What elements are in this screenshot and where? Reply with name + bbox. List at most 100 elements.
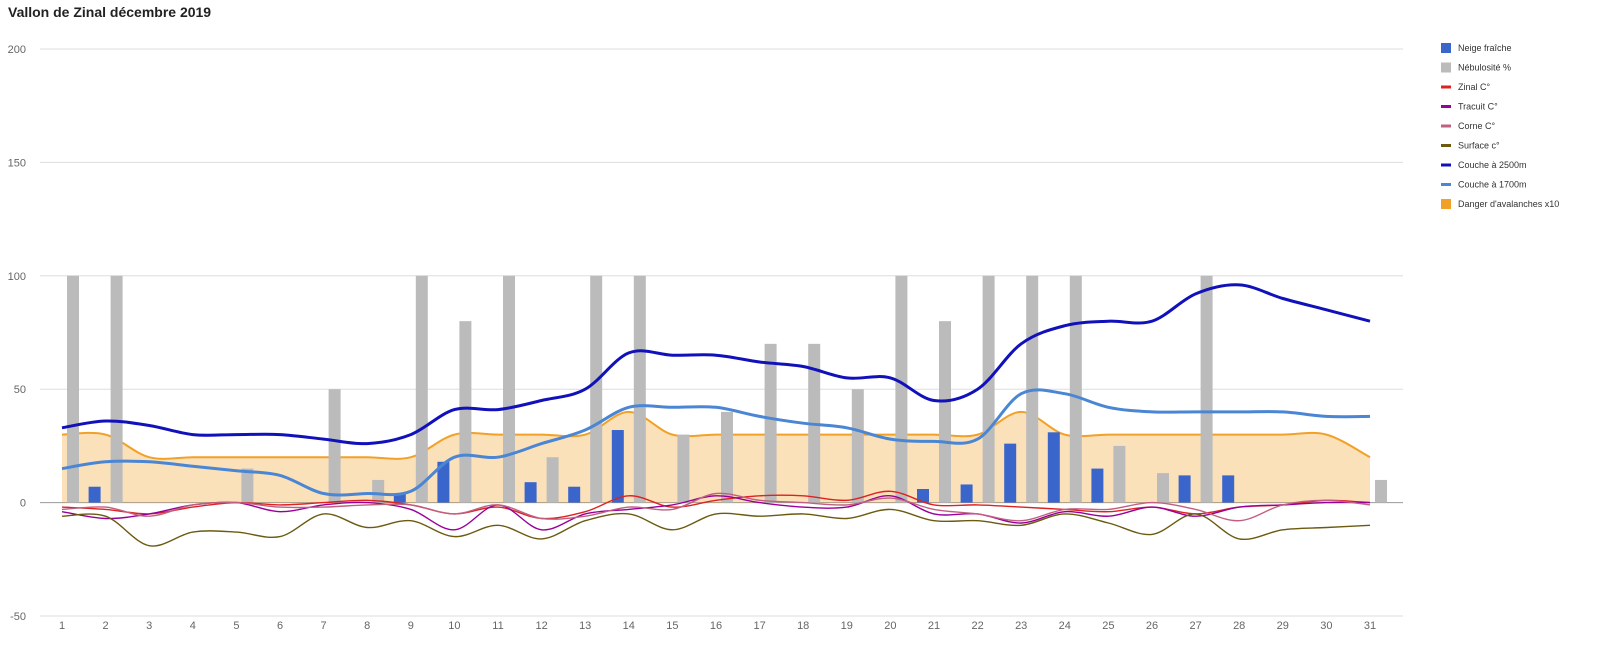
nebulosite-bar [546,457,559,503]
nebulosite-bar [1157,473,1169,503]
x-tick-label: 1 [59,620,65,632]
nebulosite-bar [633,275,646,503]
x-tick-label: 29 [1277,620,1289,632]
nebulosite-bar [67,275,79,503]
neige-fraiche-bar [917,488,929,503]
neige-fraiche-bar [524,482,537,503]
nebulosite-bar [1113,445,1126,503]
x-tick-label: 9 [408,620,414,632]
legend-swatch [1441,43,1451,53]
legend-item-couche-a-2500m[interactable]: Couche à 2500m [1441,160,1527,170]
x-tick-label: 18 [797,620,809,632]
nebulosite-bar [110,275,123,503]
nebulosite-bar [677,434,690,503]
x-tick-label: 11 [492,620,503,632]
neige-fraiche-bar [611,430,624,503]
nebulosite-bar [1375,479,1387,503]
y-tick-label: 100 [8,271,26,283]
x-tick-label: 8 [364,620,370,632]
legend-label: Surface c° [1458,141,1500,151]
neige-fraiche-bar [1222,475,1235,503]
line-layer [61,283,1371,547]
legend-swatch [1441,62,1451,73]
legend-label: Danger d'avalanches x10 [1458,199,1559,209]
y-tick-label: 0 [20,498,26,510]
legend-label: Tracuit C° [1458,102,1498,112]
x-tick-label: 2 [103,620,109,632]
nebulosite-bar [851,389,864,503]
x-tick-label: 31 [1364,620,1376,632]
x-tick-label: 4 [190,620,196,632]
x-tick-label: 22 [971,620,983,632]
neige-fraiche-bar [960,484,973,503]
legend-item-zinal-c[interactable]: Zinal C° [1441,82,1491,92]
legend-swatch [1441,183,1451,186]
nebulosite-bar [241,468,254,503]
legend-item-nebulosite[interactable]: Nébulosité % [1441,62,1511,73]
y-tick-label: 200 [8,44,26,56]
danger-d-avalanches-x10-area-line [61,410,1371,460]
legend-label: Corne C° [1458,121,1496,131]
x-tick-label: 16 [710,620,722,632]
bar-layer [67,275,1387,503]
legend-swatch [1441,163,1451,167]
nebulosite-bar [503,275,515,503]
x-tick-label: 21 [928,620,940,632]
neige-fraiche-bar [1091,468,1104,503]
neige-fraiche-bar [1004,443,1017,503]
nebulosite-bar [590,275,603,503]
legend-label: Neige fraîche [1458,43,1512,53]
legend-item-surface-c[interactable]: Surface c° [1441,141,1500,151]
legend-item-tracuit-c[interactable]: Tracuit C° [1441,102,1498,112]
tracuit-c-line [61,495,1371,531]
nebulosite-bar [982,275,995,503]
corne-c-line [61,492,1371,522]
x-tick-label: 26 [1146,620,1158,632]
neige-fraiche-bar [1178,475,1191,503]
nebulosite-bar [1069,275,1082,503]
x-tick-label: 17 [753,620,765,632]
legend-item-danger-d-avalanches-x10[interactable]: Danger d'avalanches x10 [1441,199,1559,209]
legend-item-corne-c[interactable]: Corne C° [1441,121,1496,131]
x-tick-label: 14 [623,620,635,632]
y-tick-label: 50 [14,384,26,396]
legend-item-neige-fraiche[interactable]: Neige fraîche [1441,43,1512,53]
legend-swatch [1441,199,1451,209]
x-tick-label: 24 [1059,620,1071,632]
legend-label: Couche à 2500m [1458,160,1527,170]
nebulosite-bar [415,275,428,503]
x-tick-label: 6 [277,620,283,632]
nebulosite-bar [764,343,777,503]
neige-fraiche-bar [88,486,101,503]
nebulosite-bar [895,275,908,503]
legend-label: Nébulosité % [1458,63,1511,73]
y-tick-label: -50 [10,611,26,623]
nebulosite-bar [459,321,472,503]
legend-item-couche-a-1700m[interactable]: Couche à 1700m [1441,180,1527,190]
x-tick-label: 25 [1102,620,1114,632]
legend: Neige fraîche Nébulosité % Zinal C° Tracuit… [1441,43,1559,209]
nebulosite-bar [721,411,733,503]
danger-d-avalanches-x10-area-fill [62,411,1370,503]
x-tick-label: 13 [579,620,591,632]
x-tick-label: 3 [146,620,152,632]
x-tick-label: 12 [535,620,547,632]
grid-layer [40,48,1403,617]
neige-fraiche-bar [1047,432,1060,503]
nebulosite-bar [328,389,341,503]
couche-a-2500m-line [61,283,1371,446]
x-tick-label: 19 [841,620,853,632]
nebulosite-bar [939,321,951,503]
nebulosite-bar [1200,275,1213,503]
x-tick-label: 15 [666,620,678,632]
area-layer [61,410,1371,503]
x-tick-label: 7 [321,620,327,632]
x-tick-label: 28 [1233,620,1245,632]
surface-c-line [61,508,1371,547]
couche-a-1700m-line [61,388,1371,497]
x-tick-label: 27 [1189,620,1201,632]
legend-swatch [1441,105,1451,108]
